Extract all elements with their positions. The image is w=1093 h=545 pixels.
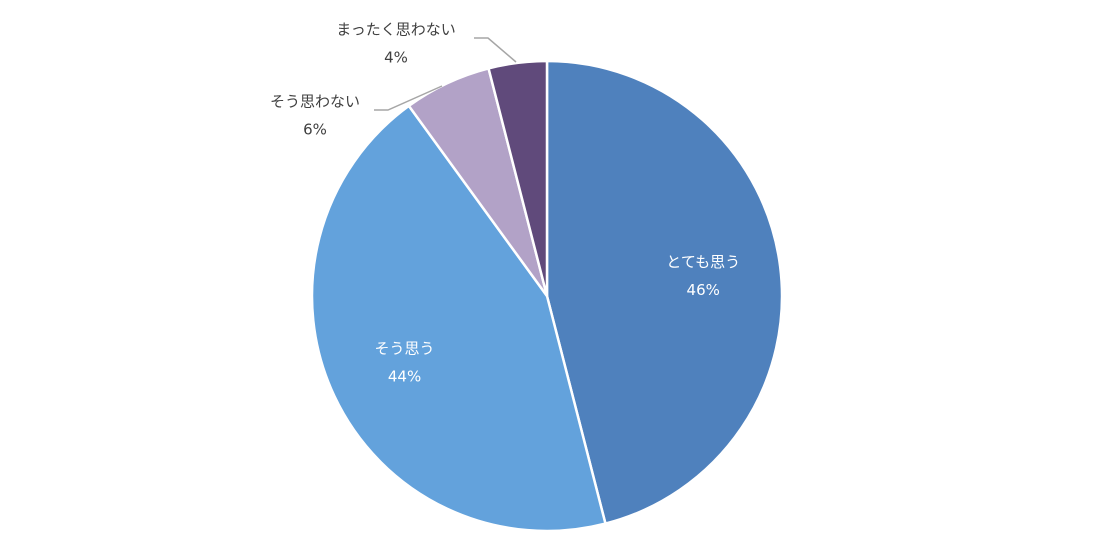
value-label: 6% bbox=[303, 121, 327, 139]
slice-label: そう思わない bbox=[270, 93, 360, 111]
pie-slice bbox=[545, 59, 784, 526]
pie-slice bbox=[487, 59, 549, 297]
value-label: 44% bbox=[388, 368, 421, 386]
slice-label: とても思う bbox=[666, 253, 740, 271]
leader-line bbox=[374, 85, 443, 111]
value-label: 4% bbox=[384, 49, 408, 67]
pie-slice bbox=[310, 104, 607, 533]
value-label: 46% bbox=[687, 281, 720, 299]
slice-label: まったく思わない bbox=[336, 21, 455, 39]
leader-line bbox=[474, 37, 517, 63]
slice-label: そう思う bbox=[375, 340, 435, 358]
